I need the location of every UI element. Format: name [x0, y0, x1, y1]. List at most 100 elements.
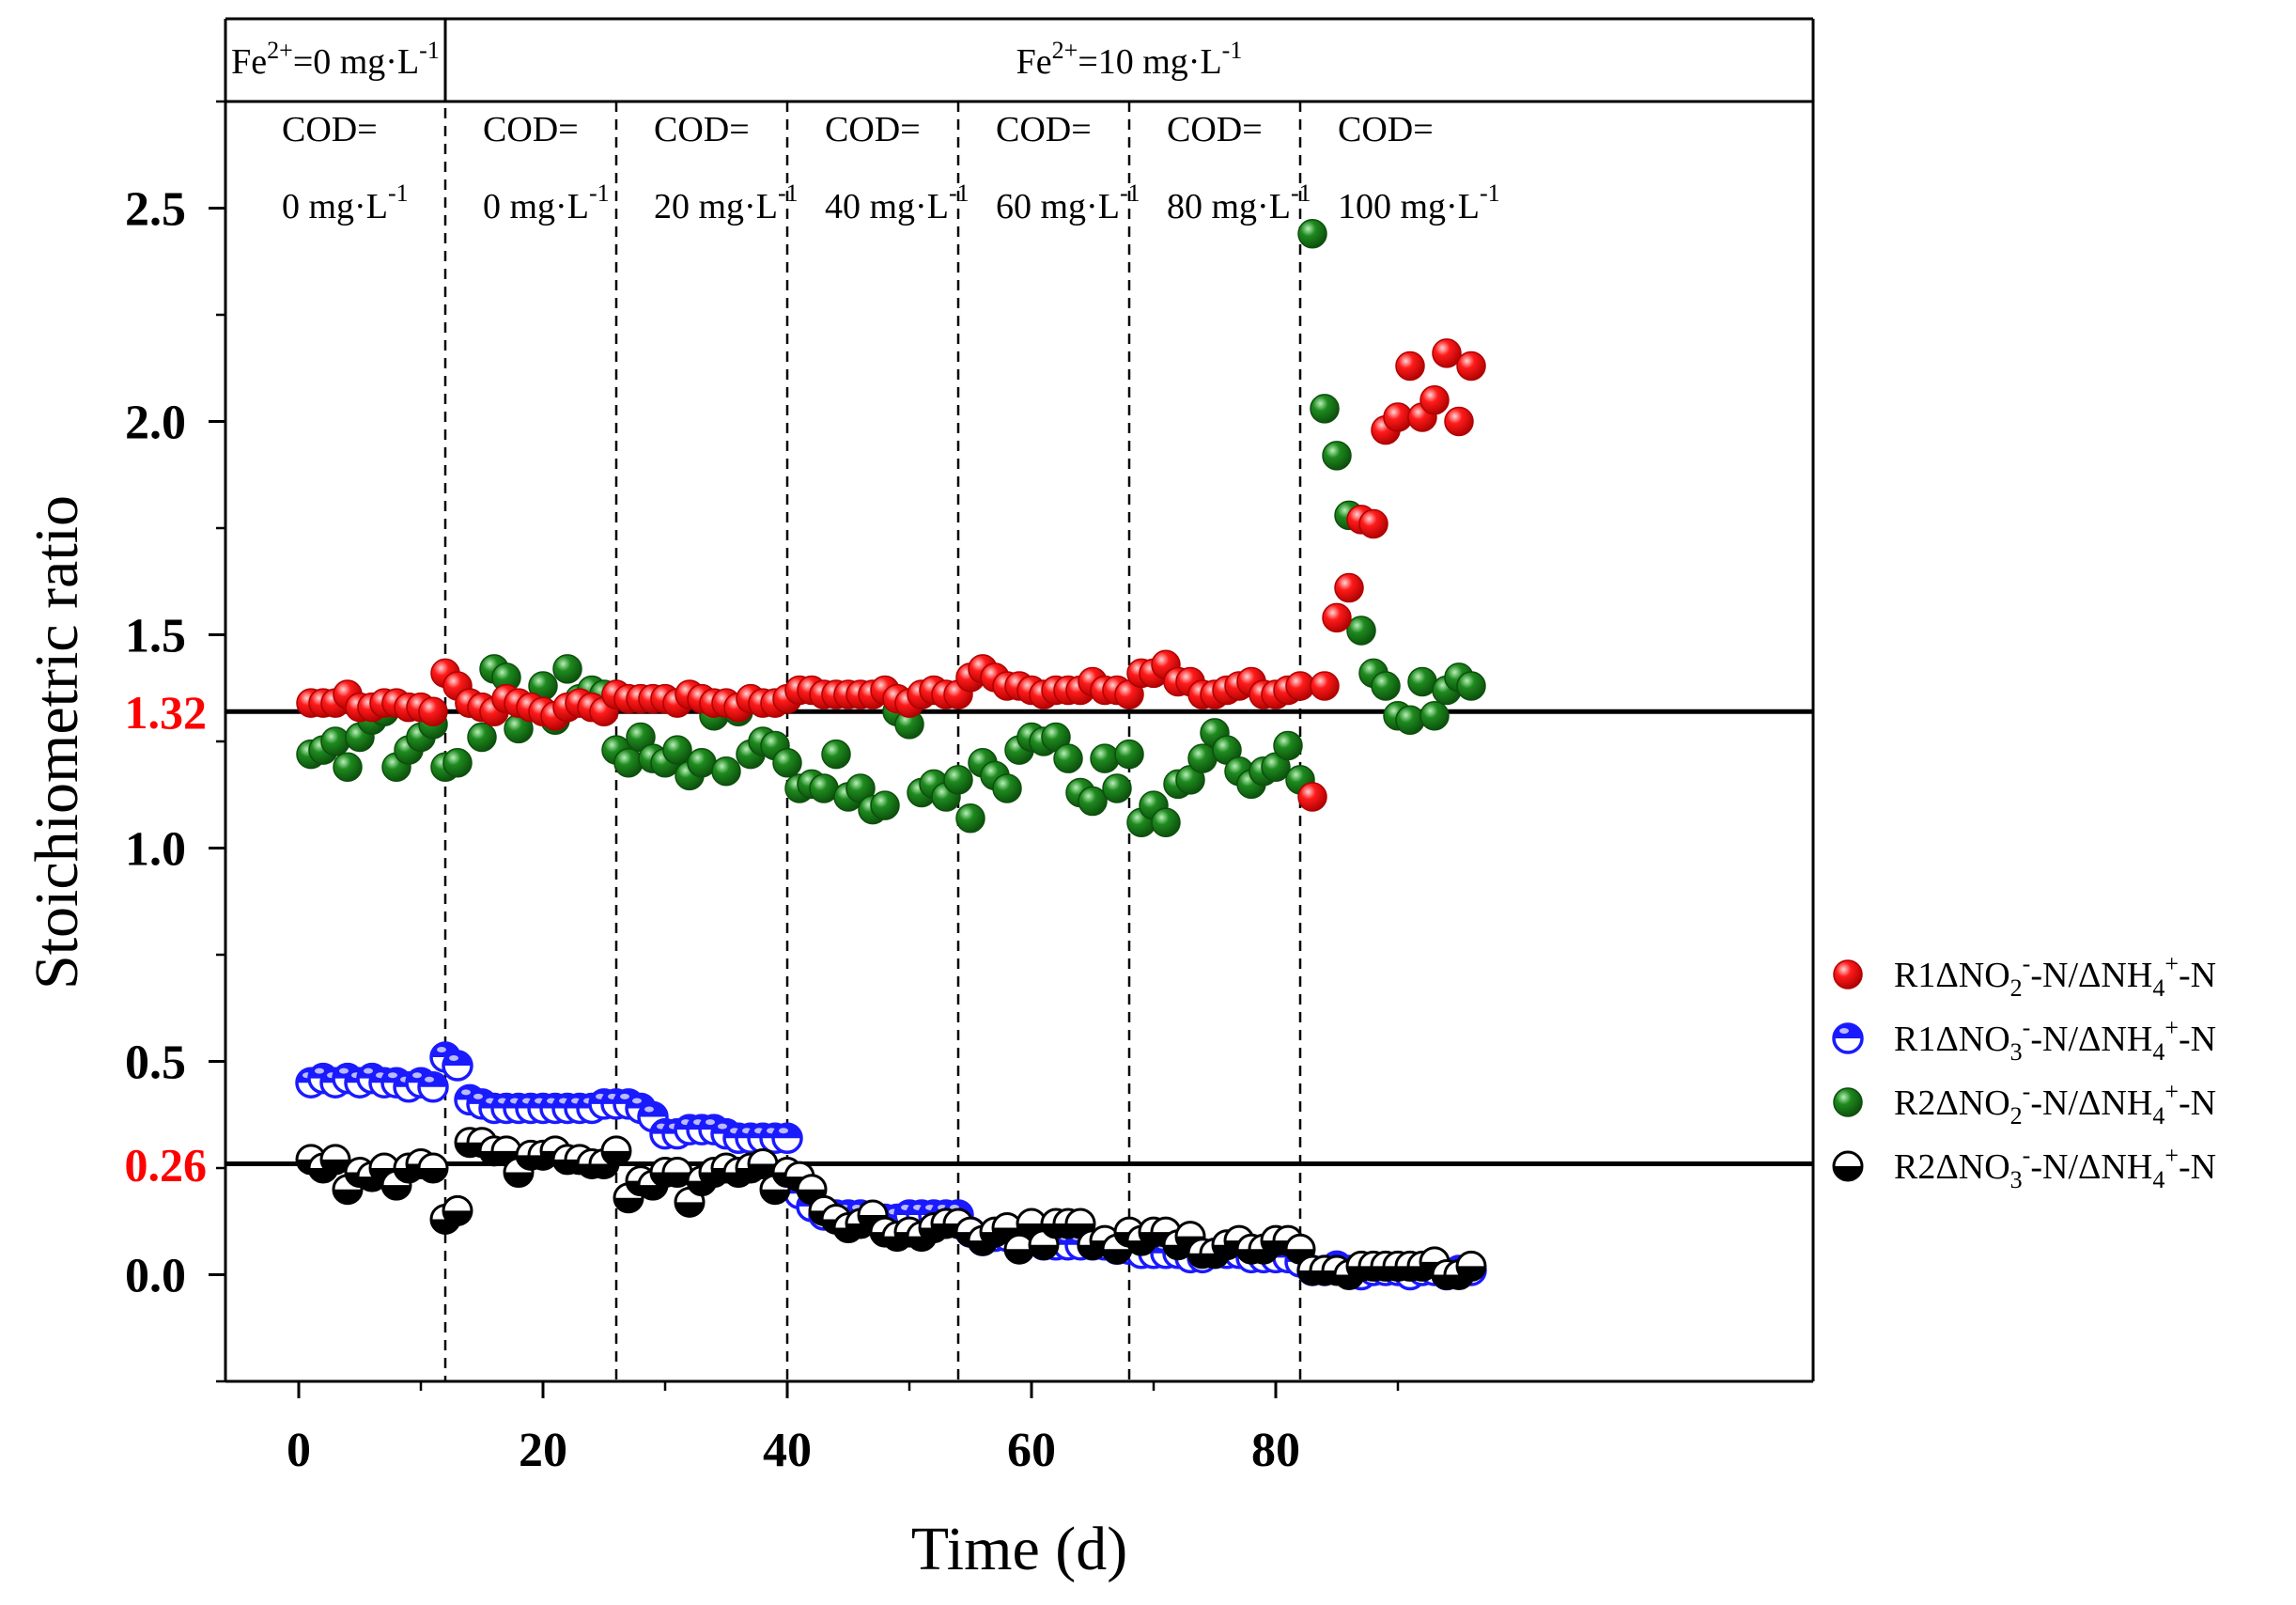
reference-line-label: 0.26: [125, 1138, 208, 1191]
data-point: [442, 1194, 473, 1226]
cod-label-line2: 60 mg·L-1: [996, 179, 1140, 226]
x-tick-label: 20: [519, 1424, 567, 1477]
data-point: [600, 1135, 632, 1167]
data-point: [1346, 616, 1376, 646]
x-tick-label: 0: [287, 1424, 311, 1477]
x-tick-label: 60: [1007, 1424, 1056, 1477]
legend-marker: [1832, 1022, 1864, 1054]
y-axis-ticks: 0.0 0.5 1.0 1.5 2.0 2.5: [125, 100, 225, 1383]
data-point: [1456, 351, 1486, 382]
cod-label-line2: 0 mg·L-1: [282, 179, 409, 226]
legend-marker: [1833, 959, 1863, 989]
cod-label-line1: COD=: [996, 110, 1092, 149]
data-point: [1419, 385, 1450, 415]
legend-label: R1ΔNO3--N/ΔNH4+-N: [1894, 1014, 2216, 1066]
reference-line-label: 1.32: [125, 686, 208, 739]
legend-label: R2ΔNO2--N/ΔNH4+-N: [1894, 1078, 2216, 1130]
cod-label-line1: COD=: [1167, 110, 1263, 149]
cod-label-line2: 20 mg·L-1: [654, 179, 799, 226]
cod-label-line2: 0 mg·L-1: [483, 179, 610, 226]
y-tick-label: 1.5: [125, 610, 186, 663]
data-point: [552, 654, 582, 684]
data-point: [1003, 1233, 1035, 1265]
data-point: [613, 747, 644, 778]
cod-label-line1: COD=: [654, 110, 750, 149]
cod-label-line2: 40 mg·L-1: [825, 179, 970, 226]
cod-label-line1: COD=: [1338, 110, 1434, 149]
data-point: [772, 747, 802, 778]
legend: R1ΔNO2--N/ΔNH4+-N R1ΔNO3--N/ΔNH4+-N R2ΔNO2…: [1832, 950, 2216, 1193]
data-point: [320, 726, 350, 756]
fe-band-label: Fe2+=0 mg·L-1: [231, 37, 440, 82]
data-point: [1297, 218, 1327, 249]
data-point: [442, 747, 473, 778]
data-point: [870, 790, 900, 820]
data-point: [1371, 671, 1401, 701]
data-point: [1114, 739, 1144, 770]
cod-phase-labels: COD= 0 mg·L-1 COD= 0 mg·L-1 COD= 20 mg·L-1 COD…: [282, 110, 1500, 226]
plot-frame: [224, 17, 1815, 1383]
x-axis-title: Time (d): [911, 1515, 1127, 1583]
data-point: [1444, 406, 1474, 437]
cod-label-line1: COD=: [483, 110, 579, 149]
series-1: [296, 338, 1486, 812]
cod-label-line1: COD=: [825, 110, 921, 149]
y-axis-title: Stoichiometric ratio: [23, 495, 91, 989]
data-point: [418, 696, 448, 726]
data-point: [1273, 730, 1303, 761]
data-point: [1334, 572, 1364, 603]
y-tick-label: 1.0: [125, 823, 186, 877]
data-point: [1395, 705, 1425, 736]
y-tick-label: 2.0: [125, 397, 186, 450]
data-point: [992, 773, 1022, 803]
data-point: [759, 1174, 791, 1206]
cod-label-line1: COD=: [282, 110, 378, 149]
data-point: [1310, 394, 1340, 424]
data-point: [333, 752, 363, 782]
data-point: [1358, 508, 1388, 539]
data-point: [1090, 743, 1120, 773]
cod-label-line2: 100 mg·L-1: [1338, 179, 1500, 226]
data-point: [1053, 743, 1083, 773]
data-point: [1395, 351, 1425, 382]
x-tick-label: 80: [1251, 1424, 1300, 1477]
data-point: [1322, 441, 1352, 471]
data-point: [1456, 671, 1486, 701]
fe-bands: Fe2+=0 mg·L-1 Fe2+=10 mg·L-1: [231, 37, 1242, 82]
data-point: [1432, 338, 1462, 368]
data-point: [1455, 1250, 1487, 1282]
data-point: [417, 1070, 449, 1103]
data-point: [943, 765, 973, 795]
fe-band-label: Fe2+=10 mg·L-1: [1016, 37, 1243, 82]
data-point: [1297, 782, 1327, 812]
data-point: [1322, 602, 1352, 633]
data-point: [821, 739, 851, 770]
x-axis-ticks: 0 20 40 60 80: [287, 1381, 1400, 1477]
legend-marker: [1833, 1087, 1863, 1117]
data-point: [1078, 786, 1108, 817]
data-point: [319, 1144, 351, 1176]
data-point: [467, 722, 497, 753]
data-point: [662, 735, 692, 765]
legend-label: R2ΔNO3--N/ΔNH4+-N: [1894, 1142, 2216, 1193]
y-tick-label: 2.5: [125, 183, 186, 237]
y-tick-label: 0.5: [125, 1036, 186, 1090]
data-point: [711, 756, 741, 787]
data-point: [1419, 701, 1450, 731]
data-point: [1310, 671, 1340, 701]
y-tick-label: 0.0: [125, 1250, 186, 1303]
cod-label-line2: 80 mg·L-1: [1167, 179, 1311, 226]
data-points: [295, 218, 1487, 1291]
data-point: [1151, 807, 1181, 838]
series-4: [295, 1127, 1487, 1290]
x-tick-label: 40: [763, 1424, 812, 1477]
data-point: [955, 802, 985, 834]
legend-label: R1ΔNO2--N/ΔNH4+-N: [1894, 950, 2216, 1002]
legend-marker: [1832, 1150, 1864, 1182]
data-point: [417, 1152, 449, 1184]
data-point: [771, 1122, 803, 1154]
phase-lines: [443, 19, 1302, 1381]
series-3: [296, 218, 1486, 838]
data-point: [442, 1050, 473, 1082]
